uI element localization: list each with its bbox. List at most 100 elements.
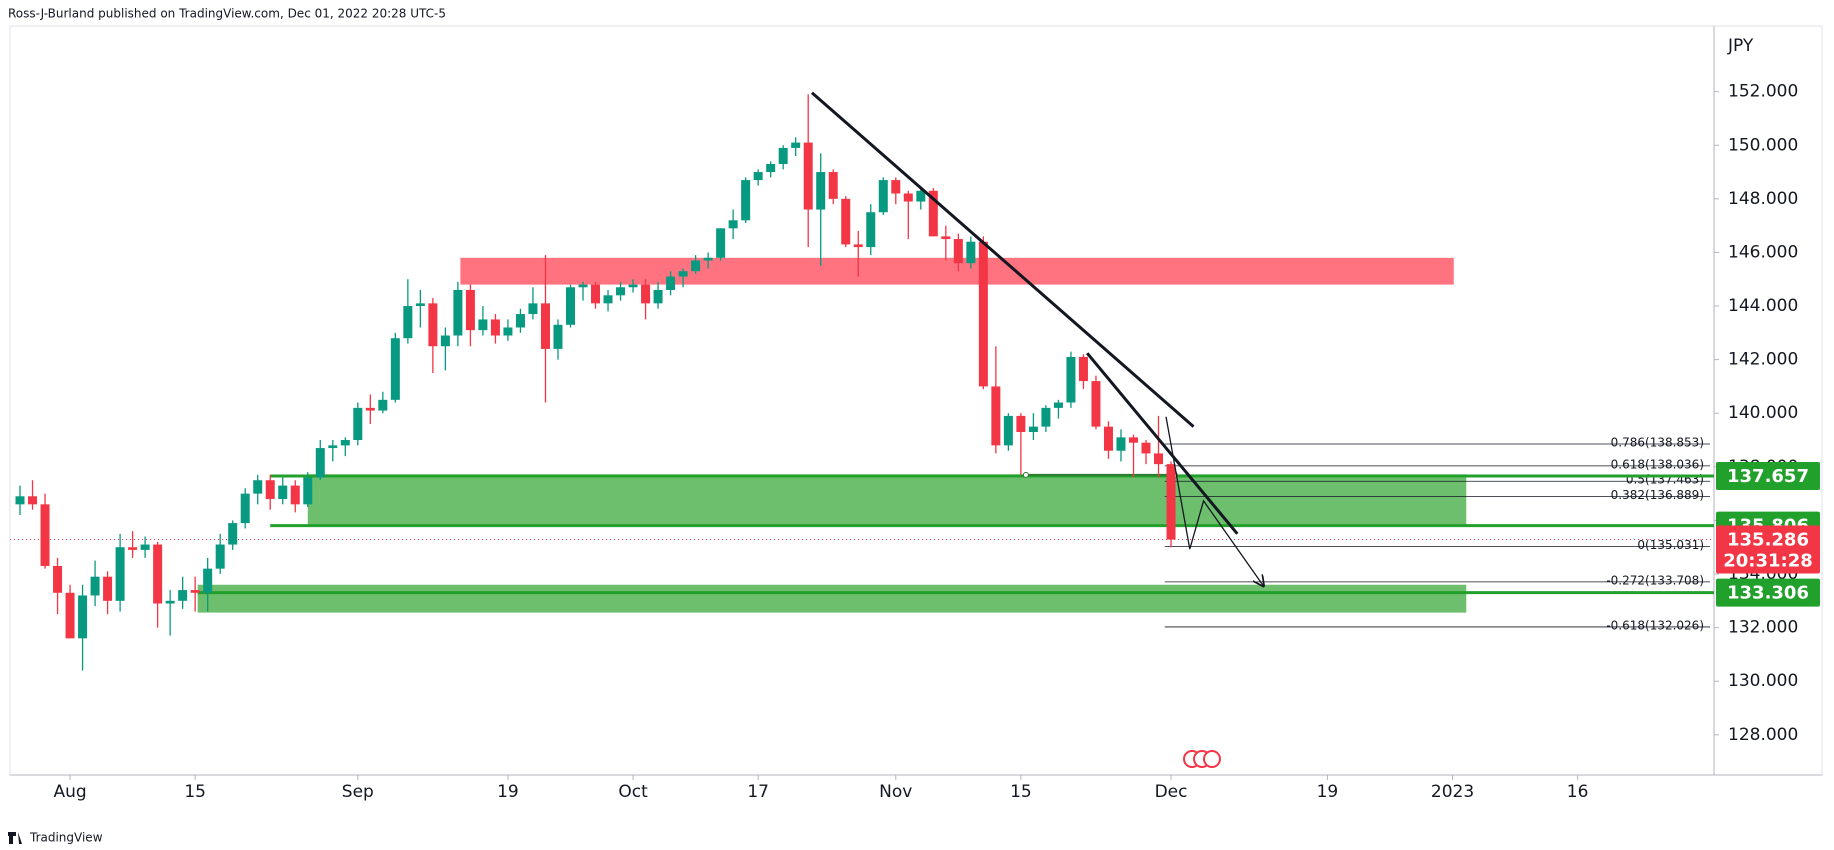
fib-label: -0.272(133.708) (1606, 573, 1704, 587)
candle-body (278, 485, 288, 499)
candle-body (766, 164, 776, 173)
fib-label: 0(135.031) (1637, 538, 1704, 552)
candle-body (1116, 437, 1126, 451)
x-tick-label: Sep (342, 782, 374, 802)
candle-body (65, 592, 75, 639)
zone (307, 474, 1467, 525)
candle-body (1003, 415, 1013, 446)
candle-body (703, 257, 713, 261)
y-tick-label: 142.000 (1728, 350, 1798, 370)
x-tick-label: 19 (497, 782, 519, 802)
candle-body (515, 314, 525, 328)
y-tick-label: 130.000 (1728, 671, 1798, 691)
candle-body (228, 523, 238, 545)
candle-body (591, 284, 601, 304)
candle-body (265, 480, 275, 499)
candle-body (53, 565, 63, 593)
candle-body (603, 295, 613, 304)
candle-body (315, 448, 325, 478)
candle-body (553, 324, 563, 349)
x-tick-label: Aug (53, 782, 86, 802)
candle-body (691, 260, 701, 272)
candle-body (641, 284, 651, 304)
candle-body (1141, 442, 1151, 454)
y-tick-label: 148.000 (1728, 189, 1798, 209)
candle-body (128, 547, 138, 550)
y-tick-label: 144.000 (1728, 296, 1798, 316)
x-tick-label: 15 (1010, 782, 1032, 802)
fib-label: 0.382(136.889) (1611, 488, 1704, 502)
candle-body (653, 289, 663, 304)
candle-body (428, 303, 438, 347)
footer-logo (8, 832, 22, 844)
candle-body (791, 142, 801, 148)
price-tag (1716, 462, 1820, 491)
candle-body (778, 147, 788, 165)
fib-label: 0.618(138.036) (1611, 457, 1704, 471)
candle-body (816, 172, 826, 210)
price-tag-label: 137.657 (1727, 466, 1809, 487)
candle-body (490, 319, 500, 336)
price-tag (1716, 525, 1820, 574)
candle-body (28, 496, 38, 505)
candle-body (290, 485, 300, 505)
candle-body (753, 172, 763, 181)
candle-body (1091, 381, 1101, 427)
currency: JPY (1727, 36, 1754, 56)
projection-arrow (1165, 416, 1264, 586)
x-tick-label: 17 (747, 782, 769, 802)
zone (197, 584, 1467, 613)
candle-body (328, 445, 338, 449)
candle-body (90, 576, 100, 596)
price-tag (1716, 578, 1820, 607)
candle-body (803, 142, 813, 210)
candle-body (353, 407, 363, 441)
candle-body (415, 303, 425, 307)
candle-body (40, 504, 50, 566)
candle-body (578, 284, 588, 288)
candle-body (1053, 402, 1063, 408)
candle-body (190, 590, 200, 593)
candle-body (540, 303, 550, 349)
candle-body (928, 190, 938, 237)
support-point (1022, 471, 1029, 478)
candle-body (253, 480, 263, 494)
candle-body (1066, 356, 1076, 403)
candle-body (828, 172, 838, 199)
candle-body (203, 568, 213, 593)
trendline (810, 91, 1195, 428)
candle-body (365, 407, 375, 411)
candle-body (878, 180, 888, 213)
candle-body (565, 287, 575, 325)
event-icons (1183, 750, 1221, 768)
candle-body (103, 576, 113, 601)
y-tick-label: 140.000 (1728, 403, 1798, 423)
candle-body (1128, 437, 1138, 443)
candle-body (916, 190, 926, 202)
candle-body (941, 236, 951, 240)
candle-body (503, 327, 513, 336)
candle-body (240, 493, 250, 524)
candle-body (616, 287, 626, 296)
x-tick-label: 15 (184, 782, 206, 802)
candle-body (340, 440, 350, 446)
countdown: 20:31:28 (1723, 551, 1813, 572)
y-tick-label: 150.000 (1728, 135, 1798, 155)
candle-body (991, 386, 1001, 446)
candle-body (153, 544, 163, 604)
candle-body (465, 289, 475, 331)
price-tag-label: 135.286 (1727, 530, 1809, 551)
x-tick-label: 2023 (1431, 782, 1474, 802)
candle-body (628, 284, 638, 288)
candle-body (78, 595, 88, 639)
candle-body (728, 220, 738, 229)
candle-body (403, 306, 413, 339)
candle-body (165, 600, 175, 604)
candle-body (178, 590, 188, 601)
candle-body (953, 239, 963, 264)
candle-body (891, 180, 901, 194)
x-tick-label: Oct (618, 782, 648, 802)
candle-body (866, 212, 876, 248)
